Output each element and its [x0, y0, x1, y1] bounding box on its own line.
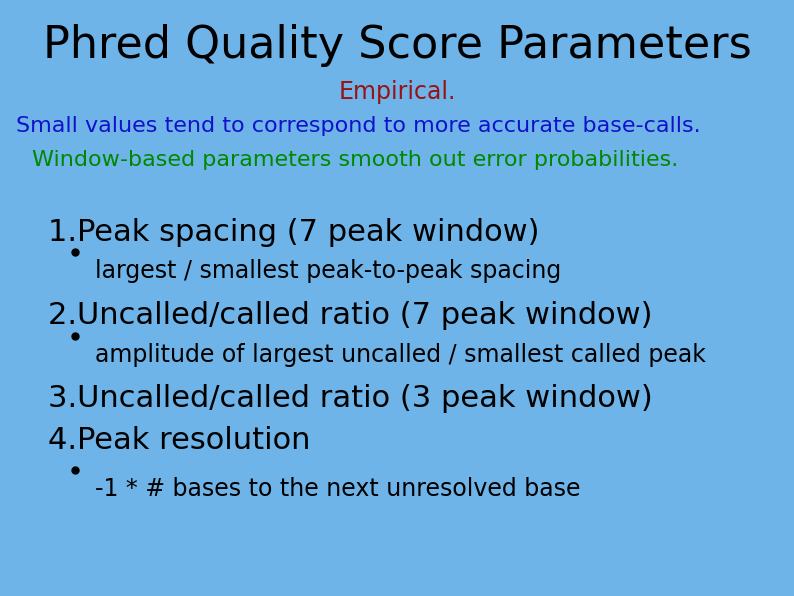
Text: -1 * # bases to the next unresolved base: -1 * # bases to the next unresolved base [95, 477, 580, 501]
Text: 2.Uncalled/called ratio (7 peak window): 2.Uncalled/called ratio (7 peak window) [48, 301, 652, 330]
Text: Empirical.: Empirical. [338, 80, 456, 104]
Text: amplitude of largest uncalled / smallest called peak: amplitude of largest uncalled / smallest… [95, 343, 706, 367]
Text: 3.Uncalled/called ratio (3 peak window): 3.Uncalled/called ratio (3 peak window) [48, 384, 653, 414]
Text: Window-based parameters smooth out error probabilities.: Window-based parameters smooth out error… [32, 150, 678, 170]
Text: largest / smallest peak-to-peak spacing: largest / smallest peak-to-peak spacing [95, 259, 561, 283]
Text: Small values tend to correspond to more accurate base-calls.: Small values tend to correspond to more … [16, 116, 700, 136]
Text: 1.Peak spacing (7 peak window): 1.Peak spacing (7 peak window) [48, 218, 539, 247]
Text: 4.Peak resolution: 4.Peak resolution [48, 426, 310, 455]
Text: Phred Quality Score Parameters: Phred Quality Score Parameters [43, 24, 751, 67]
